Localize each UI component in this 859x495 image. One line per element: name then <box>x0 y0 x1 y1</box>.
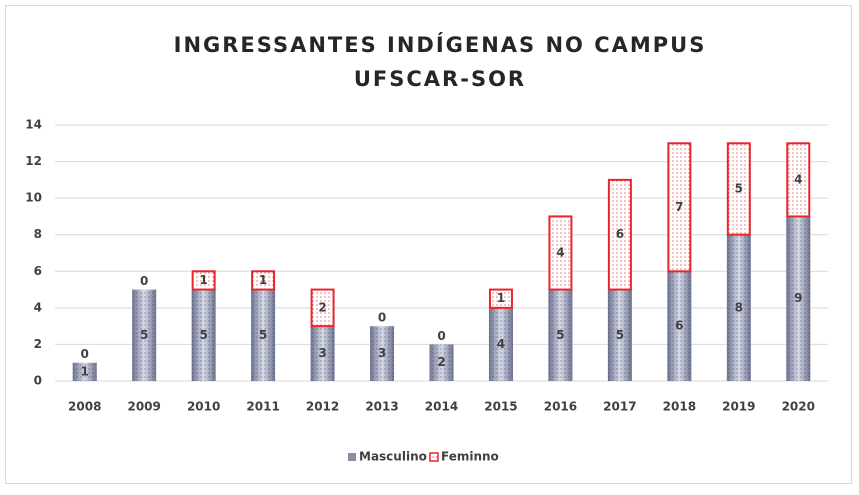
data-label: 1 <box>81 364 89 378</box>
bar-segment <box>786 142 811 218</box>
x-tick-label: 2019 <box>722 400 755 414</box>
x-tick-label: 2014 <box>425 400 458 414</box>
bar-texture <box>607 289 632 381</box>
chart-border <box>5 5 852 484</box>
y-tick-label: 8 <box>34 227 42 241</box>
x-tick-label: 2020 <box>782 400 815 414</box>
bar-segment <box>607 178 632 291</box>
x-tick-label: 2018 <box>663 400 696 414</box>
x-tick-label: 2009 <box>127 400 160 414</box>
legend-label: Masculino <box>359 450 427 464</box>
data-label: 0 <box>140 274 148 288</box>
data-label: 2 <box>318 300 326 314</box>
data-label: 5 <box>199 328 207 342</box>
data-label: 6 <box>675 319 683 333</box>
data-label: 3 <box>378 346 386 360</box>
y-tick-label: 14 <box>25 118 42 132</box>
bar-texture <box>132 289 157 381</box>
bar-texture <box>370 326 395 381</box>
data-label: 5 <box>259 328 267 342</box>
chart-title: INGRESSANTES INDÍGENAS NO CAMPUS <box>174 32 707 57</box>
data-label: 5 <box>616 328 624 342</box>
x-tick-label: 2016 <box>544 400 577 414</box>
bar-segment <box>488 288 513 309</box>
bar-texture <box>251 289 276 381</box>
y-tick-label: 12 <box>25 154 42 168</box>
bar-texture <box>488 307 513 381</box>
y-tick-label: 10 <box>25 191 42 205</box>
chart-title: UFSCAR-SOR <box>354 67 526 91</box>
bar-segment <box>726 142 751 236</box>
x-tick-label: 2012 <box>306 400 339 414</box>
data-label: 9 <box>794 291 802 305</box>
bar-texture <box>667 271 692 381</box>
x-tick-label: 2008 <box>68 400 101 414</box>
bar-segment <box>667 142 692 273</box>
data-label: 0 <box>437 329 445 343</box>
bar-texture <box>72 362 97 381</box>
data-label: 0 <box>378 311 386 325</box>
bar-segment <box>191 270 216 291</box>
data-label: 6 <box>616 227 624 241</box>
data-label: 4 <box>497 337 505 351</box>
bar-texture <box>191 289 216 381</box>
x-tick-label: 2013 <box>365 400 398 414</box>
y-tick-label: 6 <box>34 264 42 278</box>
bar-texture <box>429 344 454 381</box>
data-label: 5 <box>735 182 743 196</box>
y-tick-label: 4 <box>34 300 42 314</box>
data-label: 5 <box>556 328 564 342</box>
data-label: 7 <box>675 200 683 214</box>
data-label: 1 <box>497 291 505 305</box>
legend-swatch <box>429 452 439 462</box>
data-label: 3 <box>318 346 326 360</box>
data-label: 1 <box>199 273 207 287</box>
data-label: 8 <box>735 300 743 314</box>
bar-texture <box>310 326 335 381</box>
bar-texture <box>726 234 751 381</box>
data-label: 5 <box>140 328 148 342</box>
y-tick-label: 2 <box>34 337 42 351</box>
x-tick-label: 2010 <box>187 400 220 414</box>
bar-segment <box>310 288 335 328</box>
bar-texture <box>548 289 573 381</box>
data-label: 4 <box>794 172 802 186</box>
data-label: 2 <box>437 355 445 369</box>
legend-swatch <box>348 453 356 461</box>
data-label: 4 <box>556 246 564 260</box>
data-label: 1 <box>259 273 267 287</box>
bar-segment <box>251 270 276 291</box>
data-label: 0 <box>81 347 89 361</box>
bar-segment <box>548 215 573 291</box>
x-tick-label: 2011 <box>246 400 279 414</box>
x-tick-label: 2015 <box>484 400 517 414</box>
x-tick-label: 2017 <box>603 400 636 414</box>
bar-texture <box>786 216 811 381</box>
legend-label: Feminno <box>441 450 499 464</box>
y-tick-label: 0 <box>34 374 42 388</box>
